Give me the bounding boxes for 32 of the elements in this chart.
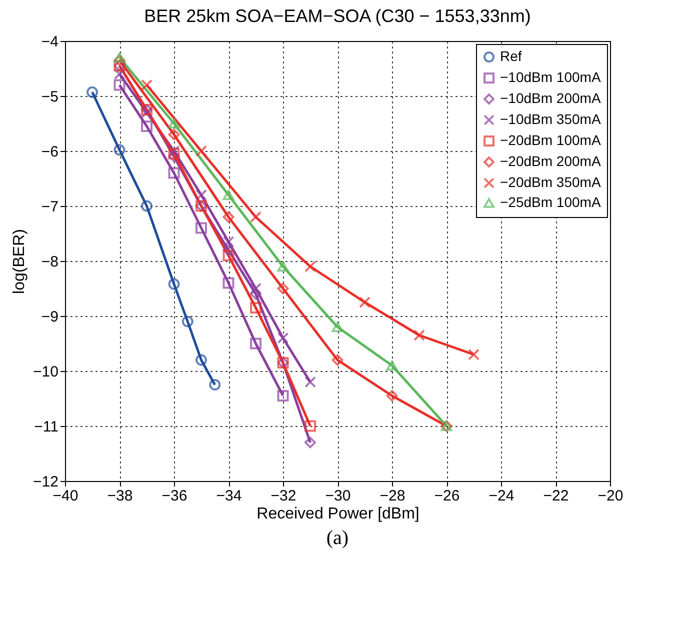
- y-tick-label: −7: [41, 198, 58, 216]
- y-tick-label: −10: [33, 364, 58, 380]
- x-tick-label: −36: [162, 488, 188, 504]
- x-tick-label: −24: [488, 488, 514, 504]
- y-tick-label: −12: [33, 474, 58, 490]
- y-axis-title: log(BER): [11, 229, 28, 294]
- text: (a): [325, 527, 350, 550]
- legend-label: −10dBm 100mA: [500, 69, 602, 85]
- x-tick-label: −38: [107, 488, 133, 504]
- legend-label: −25dBm 100mA: [500, 194, 602, 210]
- x-axis-title: Received Power [dBm]: [256, 506, 420, 522]
- legend-label: −20dBm 100mA: [500, 132, 602, 148]
- x-tick-label: −40: [52, 488, 78, 504]
- x-tick-label: −30: [325, 488, 351, 504]
- x-tick-label: −28: [380, 488, 406, 504]
- legend-label: Ref: [500, 48, 522, 64]
- y-tick-label: −9: [41, 308, 58, 326]
- y-tick-label: −6: [41, 144, 58, 160]
- x-tick-label: −34: [216, 488, 242, 504]
- x-tick-label: −26: [434, 488, 460, 504]
- y-tick-label: −8: [41, 254, 58, 270]
- y-tick-label: −11: [34, 418, 58, 436]
- x-tick-label: −20: [598, 488, 624, 504]
- legend-label: −10dBm 200mA: [500, 90, 602, 106]
- y-tick-label: −4: [41, 34, 58, 50]
- chart-title: BER 25km SOA−EAM−SOA (C30 − 1553,33nm): [144, 6, 531, 26]
- x-tick-label: −32: [270, 488, 296, 504]
- legend-label: −10dBm 350mA: [500, 111, 602, 127]
- legend-label: −20dBm 350mA: [500, 174, 602, 190]
- legend-label: −20dBm 200mA: [500, 153, 602, 169]
- y-tick-label: −5: [41, 88, 58, 106]
- x-tick-label: −22: [543, 488, 569, 504]
